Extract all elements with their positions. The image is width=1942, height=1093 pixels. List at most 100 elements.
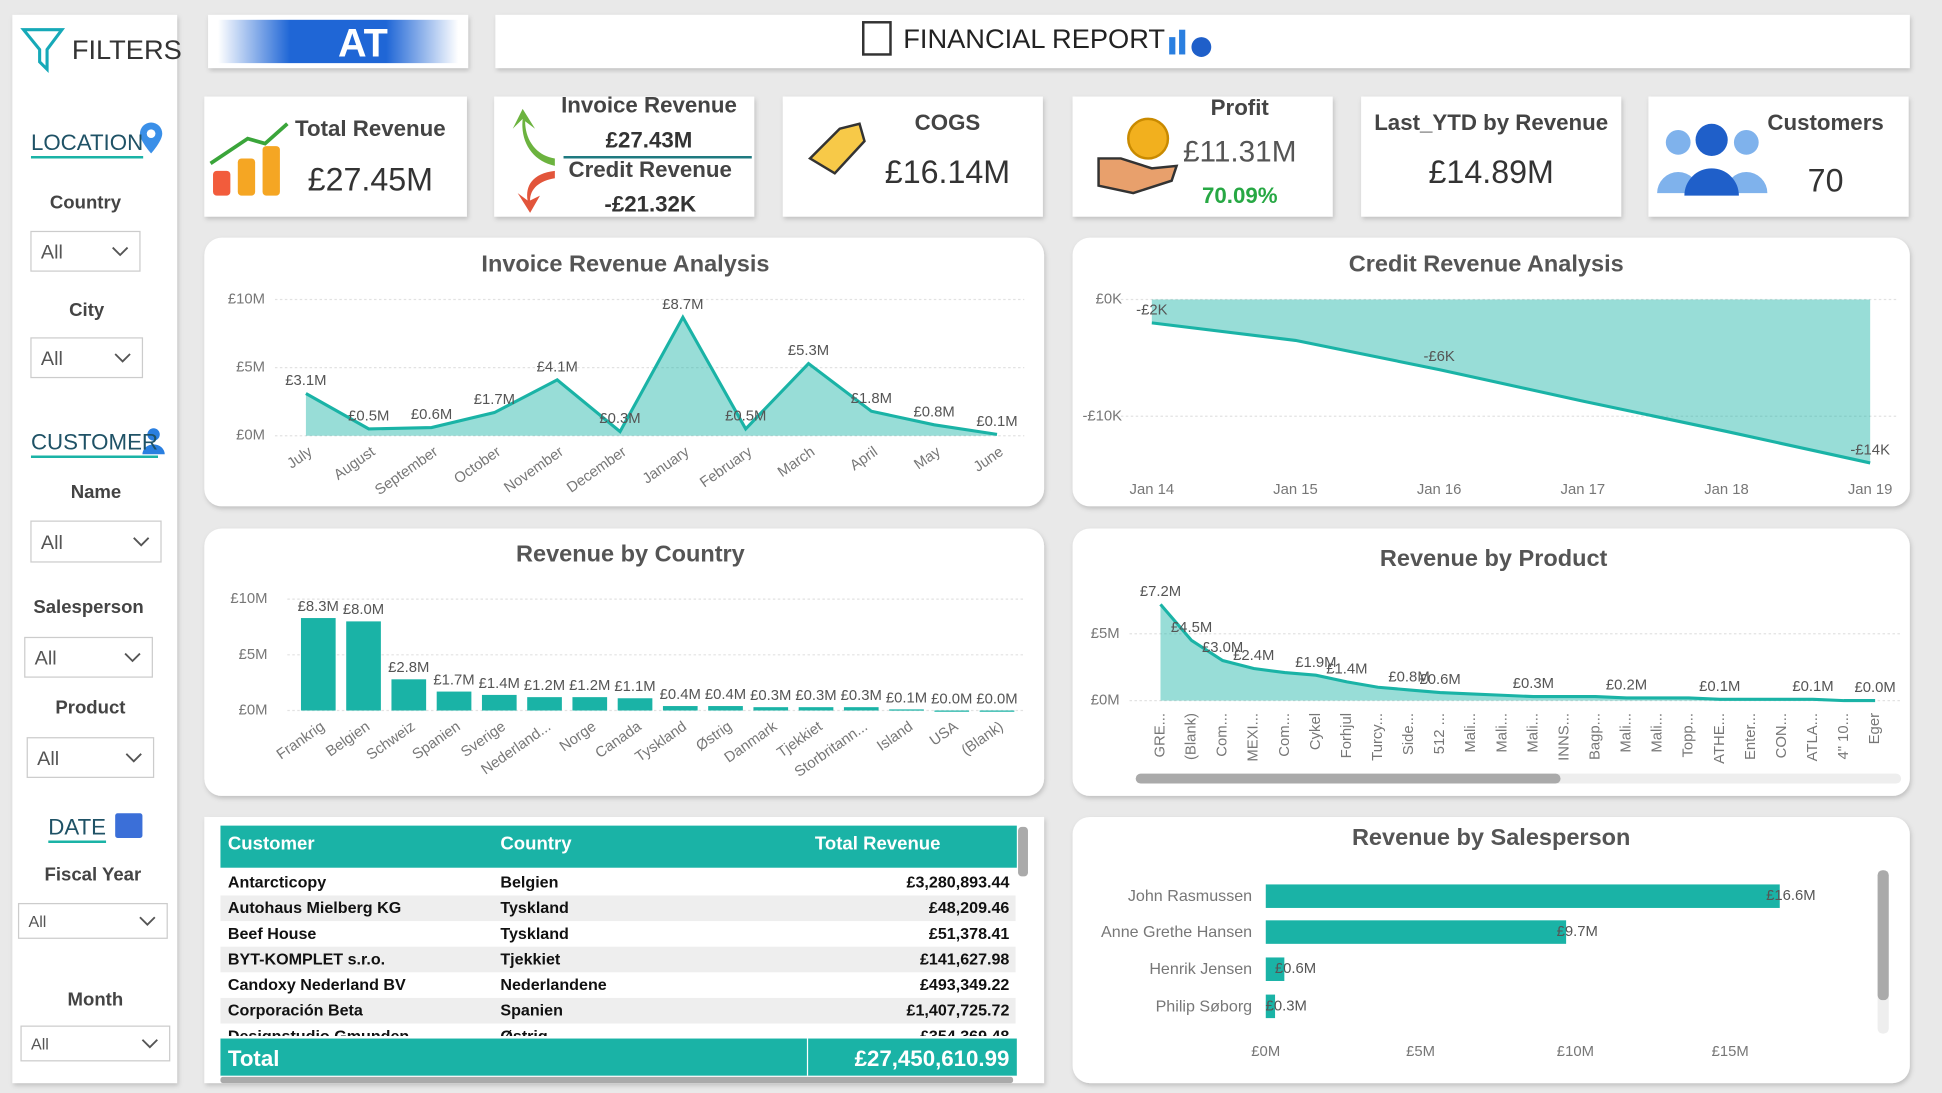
- kpi-icon: [237, 158, 256, 196]
- data-label: £8.3M: [298, 599, 339, 615]
- dropdown[interactable]: [26, 737, 155, 778]
- x-tick-label: ATLA...: [1805, 713, 1821, 761]
- x-tick-label: CON...: [1774, 713, 1790, 758]
- table-cell: £48,209.46: [929, 899, 1010, 917]
- filter-heading: CUSTOMER: [31, 429, 158, 454]
- y-tick-label: John Rasmussen: [1128, 887, 1252, 905]
- kpi-icon: [1097, 157, 1179, 195]
- x-tick-label: £15M: [1712, 1044, 1749, 1060]
- calendar-icon: [115, 813, 143, 839]
- x-tick-label: £10M: [1557, 1044, 1594, 1060]
- chart-title: Revenue by Salesperson: [1352, 824, 1630, 850]
- data-label: £0.1M: [1792, 679, 1833, 695]
- table-cell: Nederlandene: [500, 976, 606, 994]
- kpi-card: [1072, 96, 1333, 217]
- chart-card: [1072, 528, 1910, 796]
- bar: [481, 694, 517, 711]
- x-tick-label: (Blank): [1184, 713, 1200, 760]
- dropdown-chevron: [114, 353, 131, 363]
- data-label: £0.0M: [1854, 680, 1895, 696]
- filter-label: Salesperson: [33, 596, 143, 617]
- kpi-icon: [807, 122, 866, 175]
- kpi-value: 70: [1808, 163, 1844, 199]
- data-label: £4.1M: [537, 360, 578, 376]
- row-bg: [220, 946, 1016, 973]
- x-tick-label: Jan 14: [1130, 482, 1175, 498]
- table-cell: Tjekkiet: [500, 950, 561, 968]
- x-tick-label: Cykel: [1308, 713, 1324, 750]
- kpi-icon: [1657, 172, 1768, 194]
- bar: [527, 697, 562, 711]
- table-body: Antarcticopy Belgien £3,280,893.44 Autohaus…: [220, 874, 1016, 1045]
- data-label: £0.1M: [976, 414, 1017, 430]
- x-tick-label: Side...: [1401, 713, 1417, 755]
- dropdown-chevron: [133, 537, 150, 547]
- kpi-card: [204, 96, 467, 217]
- scrollbar[interactable]: [1877, 870, 1889, 1001]
- filter-heading: LOCATION: [31, 130, 143, 155]
- dropdown[interactable]: [30, 230, 141, 272]
- dropdown[interactable]: [20, 1025, 171, 1062]
- bar: [708, 706, 743, 711]
- dropdown[interactable]: [30, 337, 144, 379]
- data-label: £3.1M: [285, 373, 326, 389]
- dropdown-value: All: [28, 913, 46, 931]
- table-cell: Corporación Beta: [228, 1002, 364, 1020]
- kpi-label: Total Revenue: [295, 116, 446, 141]
- column-header: Customer: [228, 832, 315, 853]
- bar: [1265, 994, 1276, 1019]
- data-label: -£2K: [1136, 303, 1167, 319]
- x-tick-label: Mali...: [1494, 713, 1510, 753]
- y-tick-label: £0M: [1091, 693, 1120, 709]
- data-label: £5.3M: [788, 343, 829, 359]
- data-label: -£6K: [1423, 349, 1454, 365]
- scrollbar[interactable]: [220, 1076, 1014, 1084]
- chart-title: Revenue by Country: [516, 540, 745, 566]
- x-tick-label: £0M: [1251, 1044, 1280, 1060]
- chart-card: [204, 528, 1045, 796]
- x-tick-label: Com...: [1277, 713, 1293, 757]
- data-label: £2.8M: [388, 660, 429, 676]
- data-label: £1.9M: [1295, 655, 1336, 671]
- kpi-icon: [262, 146, 280, 196]
- data-label: £0.3M: [1513, 676, 1554, 692]
- data-label: £0.4M: [660, 687, 701, 703]
- dropdown[interactable]: [30, 520, 162, 563]
- data-label: £2.4M: [1233, 648, 1274, 664]
- dropdown-value: All: [31, 1036, 49, 1054]
- bar: [436, 691, 472, 711]
- bar: [300, 618, 336, 711]
- scrollbar[interactable]: [1135, 773, 1561, 784]
- data-label: £4.5M: [1171, 620, 1212, 636]
- dropdown[interactable]: [24, 636, 153, 678]
- x-tick-label: Bagp...: [1587, 713, 1603, 760]
- x-tick-label: Mali...: [1525, 713, 1541, 753]
- area-fill: [1160, 604, 1876, 701]
- line: [1159, 603, 1876, 703]
- table-cell: Østrig: [500, 1027, 547, 1045]
- x-tick-label: 512 ...: [1432, 713, 1448, 754]
- filter-title: FILTERS: [72, 34, 182, 65]
- kpi-label: Profit: [1211, 95, 1270, 120]
- row-bg: [220, 997, 1016, 1024]
- filter-heading: DATE: [48, 814, 106, 839]
- table-cell: Tyskland: [500, 925, 569, 943]
- kpi-icon: [209, 122, 289, 165]
- bar: [346, 621, 381, 711]
- dropdown-chevron: [141, 1039, 158, 1049]
- table-total-value: £27,450,610.99: [855, 1046, 1010, 1071]
- chart-title: Invoice Revenue Analysis: [481, 251, 769, 277]
- kpi-icon: [512, 108, 555, 166]
- data-label: £1.7M: [433, 672, 474, 688]
- data-label: £1.4M: [1326, 662, 1367, 678]
- dropdown-chevron: [139, 916, 156, 926]
- x-tick-label: GRE...: [1152, 713, 1168, 758]
- table-cell: £1,407,725.72: [907, 1002, 1010, 1020]
- logo-bg: [217, 19, 459, 64]
- kpi-value: £14.89M: [1429, 154, 1554, 190]
- data-label: £0.1M: [1699, 679, 1740, 695]
- scrollbar[interactable]: [1018, 826, 1028, 877]
- kpi-icon: [1733, 129, 1759, 155]
- y-tick-label: £0M: [236, 428, 265, 444]
- data-label: £0.8M: [1388, 670, 1429, 686]
